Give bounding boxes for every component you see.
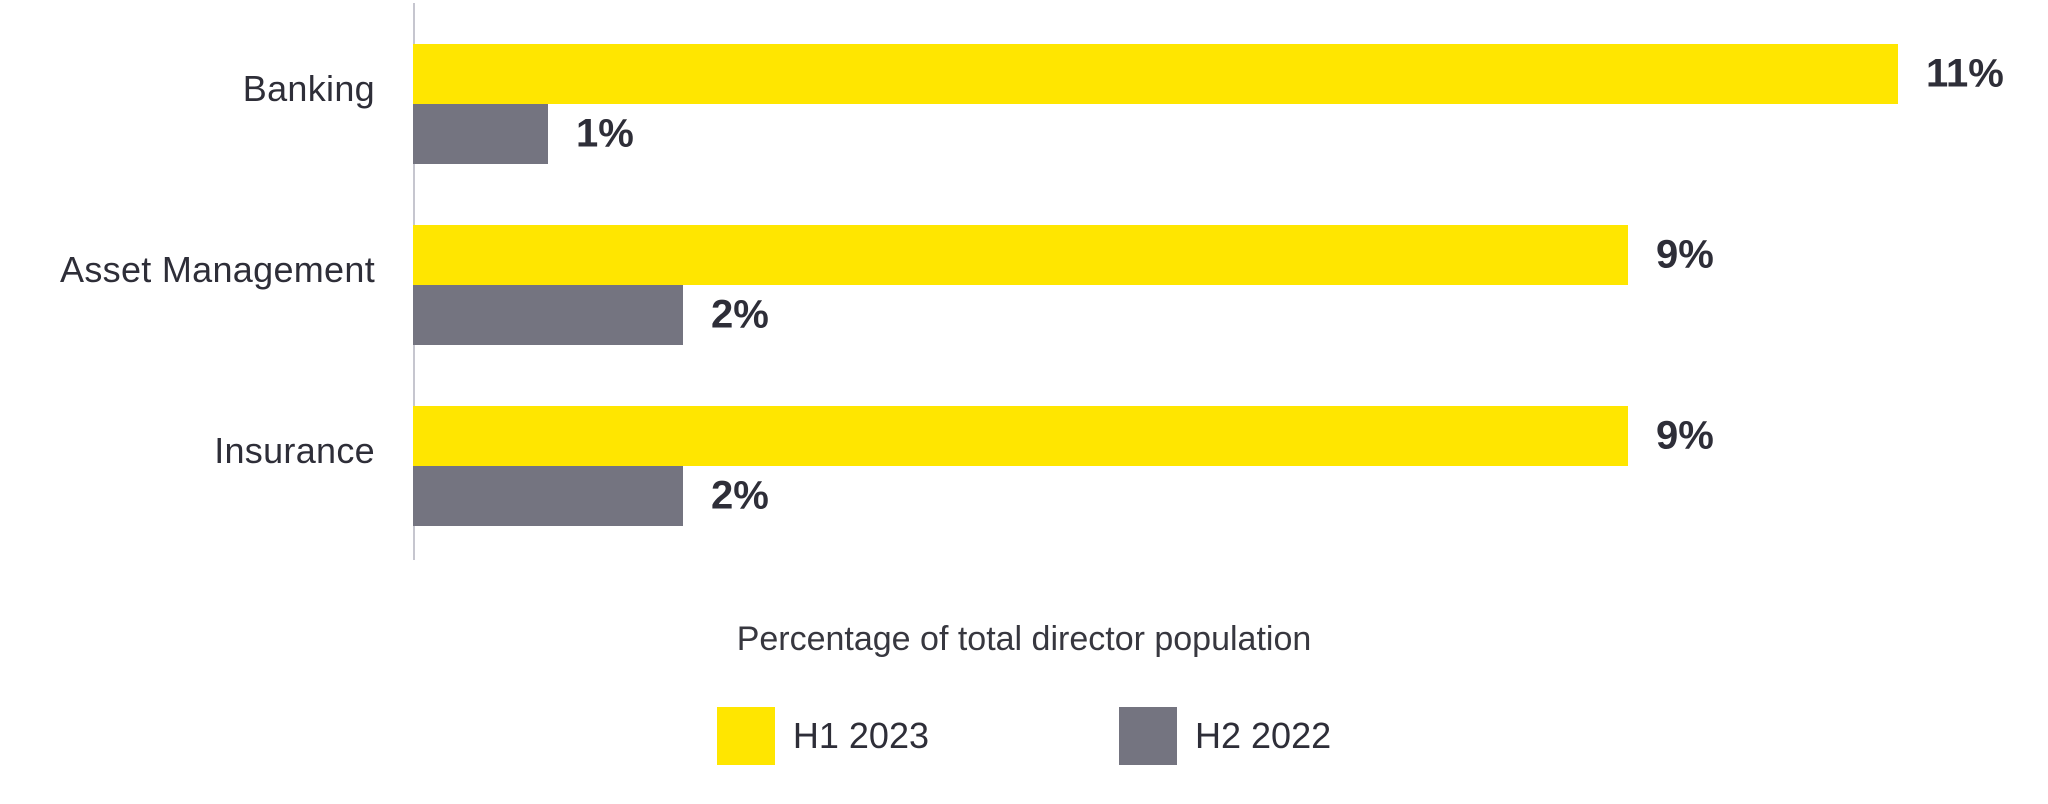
- bar-asset-management-h1-2023: [413, 225, 1628, 285]
- category-label-asset-management: Asset Management: [60, 249, 375, 290]
- category-label-banking: Banking: [242, 68, 375, 109]
- legend-swatch-h2-2022-icon: [1119, 707, 1177, 765]
- value-label-banking-h1-2023: 11%: [1926, 51, 2004, 96]
- value-label-asset-management-h1-2023: 9%: [1656, 232, 1714, 277]
- legend-item-h1-2023: H1 2023: [716, 707, 929, 765]
- value-label-insurance-h2-2022: 2%: [711, 473, 769, 518]
- legend-swatch-h1-2023-icon: [716, 707, 775, 765]
- value-label-asset-management-h2-2022: 2%: [711, 292, 769, 337]
- legend-label-h2-2022: H2 2022: [1195, 715, 1332, 756]
- legend-item-h2-2022: H2 2022: [1119, 707, 1331, 765]
- bar-banking-h1-2023: [413, 44, 1898, 104]
- bar-banking-h2-2022: [413, 104, 548, 164]
- value-label-banking-h2-2022: 1%: [576, 111, 634, 156]
- bar-asset-management-h2-2022: [413, 285, 683, 345]
- category-label-insurance: Insurance: [214, 430, 375, 471]
- legend: H1 2023 H2 2022: [0, 707, 2048, 765]
- value-label-insurance-h1-2023: 9%: [1656, 413, 1714, 458]
- bar-insurance-h1-2023: [413, 406, 1628, 466]
- x-axis-title: Percentage of total director population: [736, 620, 1312, 658]
- legend-label-h1-2023: H1 2023: [792, 715, 929, 756]
- bar-insurance-h2-2022: [413, 466, 683, 526]
